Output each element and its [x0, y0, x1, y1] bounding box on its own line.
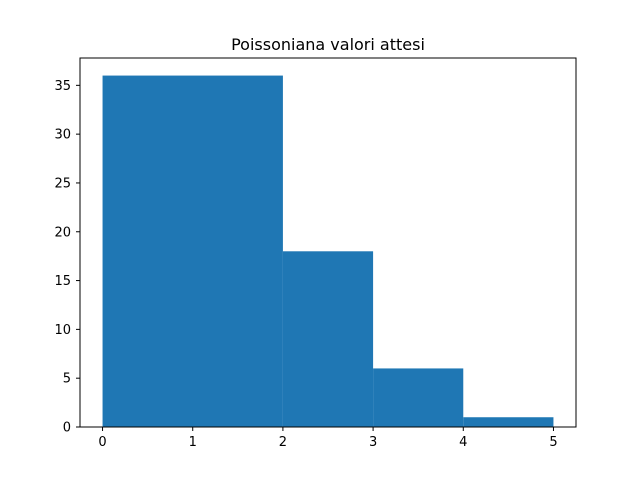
y-axis: 0 5 10 15 20 25 30 35	[54, 79, 80, 436]
bars-layer	[102, 75, 554, 427]
y-tick-label: 10	[54, 323, 71, 338]
x-tick-label: 3	[369, 435, 377, 450]
histogram-bar-2	[373, 368, 464, 427]
x-tick-label: 0	[98, 435, 106, 450]
plot-frame	[79, 57, 577, 428]
y-tick-label: 20	[54, 225, 71, 240]
y-tick-label: 25	[54, 176, 71, 191]
y-tick-label: 35	[54, 79, 71, 94]
y-tick-label: 5	[63, 372, 71, 387]
x-tick-label: 2	[279, 435, 287, 450]
histogram-bar-0	[102, 75, 283, 427]
y-tick-label: 0	[63, 421, 71, 436]
chart-title: Poissoniana valori attesi	[231, 35, 425, 54]
x-tick-label: 5	[549, 435, 557, 450]
x-axis: 0 1 2 3 4 5	[98, 427, 558, 450]
y-tick-label: 30	[54, 128, 71, 143]
histogram-bar-1	[282, 251, 374, 427]
x-tick-label: 1	[189, 435, 197, 450]
y-tick-label: 15	[54, 274, 71, 289]
x-tick-label: 4	[459, 435, 467, 450]
histogram-bar-3	[463, 417, 554, 427]
